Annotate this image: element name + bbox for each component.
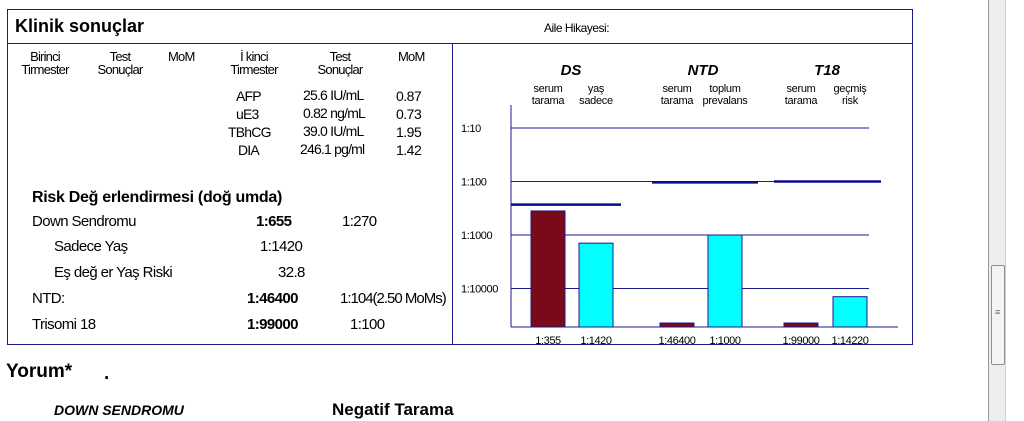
clinical-results-panel: Klinik sonuçlar Aile Hikayesi: Birinci T… [7,9,913,345]
bar-value-label: 1:1000 [709,335,741,345]
marker-value: 39.0 IU/mL [303,123,364,139]
header-line: Tirmester [230,62,278,77]
bar-category-label: serum [533,83,562,95]
comment-dot: . [104,363,110,384]
bar-category-label: toplum [709,83,740,95]
risk-bar [783,322,819,328]
header-line: Tirmester [21,62,69,77]
risk-bar-chart: 1:101:1001:10001:10000DSserumtaramayaşsa… [461,62,898,345]
bar-category-label: tarama [785,95,819,107]
trisomy18-label: Trisomi 18 [32,316,96,333]
second-trimester-header: İ kinci Tirmester [226,50,282,76]
bar-category-label: prevalans [703,95,749,107]
bar-category-label: serum [662,83,691,95]
header-line: Test [329,49,351,64]
risk-bar [530,210,566,328]
down-syndrome-label: Down Sendromu [32,213,137,230]
bar-value-label: 1:355 [535,335,561,345]
marker-mom: 1.42 [396,142,422,158]
y-tick-label: 1:1000 [461,230,493,242]
header-line: Sonuçlar [317,62,364,77]
marker-label: DIA [238,142,260,158]
trisomy18-cutoff: 1:100 [350,316,385,333]
bar-value-label: 1:99000 [783,335,820,345]
marker-value: 246.1 pg/ml [300,141,365,157]
second-test-results-header: Test Sonuçlar [308,50,372,76]
marker-label: uE3 [236,106,259,122]
bar-category-label: tarama [532,95,566,107]
bar-category-label: risk [842,95,859,107]
marker-label: AFP [236,88,262,104]
trisomy18-risk: 1:99000 [247,316,298,333]
second-mom-header: MoM [398,49,425,64]
risk-bar [578,242,614,328]
marker-value: 0.82 ng/mL [303,105,366,121]
equivalent-age-label: Eş değ er Yaş Riski [54,264,173,281]
scrollbar-grip-icon: ≡ [995,307,1001,317]
marker-mom: 1.95 [396,124,422,140]
down-syndrome-cutoff: 1:270 [342,213,377,230]
first-test-results-header: Test Sonuçlar [94,50,146,76]
bar-value-label: 1:46400 [659,335,696,345]
bar-category-label: tarama [661,95,695,107]
panel-divider [452,44,453,345]
comment-heading: Yorum* [6,361,73,382]
header-line: Test [109,49,131,64]
marker-mom: 0.73 [396,106,422,122]
family-history-label: Aile Hikayesi: [544,21,610,35]
title-bar: Klinik sonuçlar Aile Hikayesi: [8,10,912,44]
header-line: Sonuçlar [97,62,144,77]
bar-category-label: sadece [579,95,613,107]
bar-value-label: 1:1420 [580,335,612,345]
down-syndrome-comment-label: DOWN SENDROMU [54,402,184,418]
age-only-risk: 1:1420 [260,238,303,255]
down-syndrome-comment-result: Negatif Tarama [332,400,454,419]
ntd-cutoff: 1:104(2.50 MoMs) [340,290,447,307]
marker-value: 25.6 IU/mL [303,87,364,103]
scrollbar-thumb[interactable] [991,265,1005,365]
chart-group-label: NTD [688,62,719,79]
equivalent-age-value: 32.8 [278,264,305,281]
header-line: İ kinci [240,49,268,64]
risk-bar [707,234,743,328]
risk-heading: Risk Değ erlendirmesi (doğ umda) [32,189,283,206]
y-tick-label: 1:10 [461,123,481,135]
report-title: Klinik sonuçlar [15,16,145,36]
window-edge [1006,0,1024,421]
first-mom-header: MoM [168,49,195,64]
marker-mom: 0.87 [396,88,422,104]
chart-group-label: T18 [814,62,841,79]
bar-category-label: yaş [588,83,605,95]
y-tick-label: 1:100 [461,177,487,189]
bar-value-label: 1:14220 [832,335,869,345]
down-syndrome-risk: 1:655 [256,213,292,230]
first-trimester-header: Birinci Tirmester [16,50,74,76]
ntd-risk: 1:46400 [247,290,298,307]
ntd-label: NTD: [32,290,65,307]
bar-category-label: serum [786,83,815,95]
risk-bar [659,322,695,328]
age-only-label: Sadece Yaş [54,238,128,255]
header-line: Birinci [30,49,61,64]
bar-category-label: geçmiş [833,83,867,95]
risk-bar [832,296,868,328]
y-tick-label: 1:10000 [461,284,498,296]
marker-label: TBhCG [228,124,271,140]
chart-group-label: DS [561,62,582,79]
